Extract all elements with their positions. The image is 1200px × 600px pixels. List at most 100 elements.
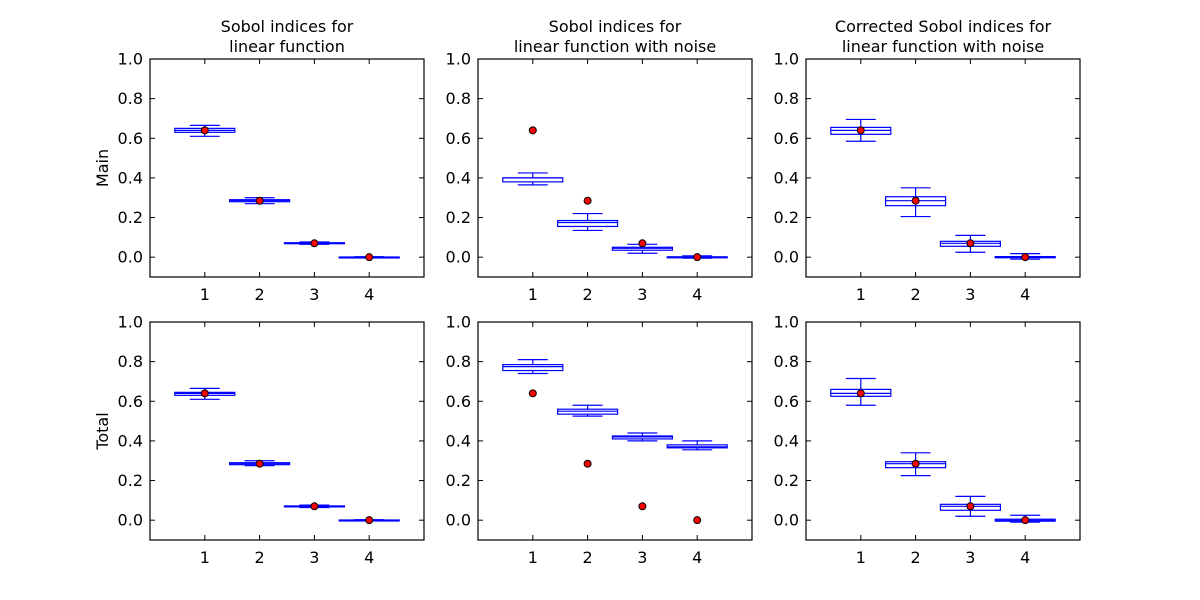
subplot-r1-c0: 0.0 0.2 0.4 0.6 0.8 1.0 1 2 3 4 (118, 313, 425, 567)
y-tick-label: 0.2 (446, 471, 471, 490)
y-tick-label: 1.0 (774, 50, 799, 69)
y-tick-label: 0.2 (774, 208, 799, 227)
subplot-r0-c2: 0.0 0.2 0.4 0.6 0.8 1.0 1 2 3 4 (774, 50, 1081, 304)
x-tick-label: 2 (911, 285, 921, 304)
axes-frame (805, 321, 1081, 541)
x-tick-label: 3 (637, 548, 647, 567)
y-tick-label: 0.8 (446, 89, 471, 108)
y-tick-label: 0.2 (446, 208, 471, 227)
subplot-title: linear function with noise (514, 37, 716, 56)
y-tick-label: 1.0 (118, 50, 143, 69)
x-tick-label: 3 (637, 285, 647, 304)
true-value-point (255, 196, 264, 205)
row-ylabel: Main (93, 149, 112, 187)
x-tick-label: 4 (1020, 548, 1030, 567)
subplot-r1-c1: 0.0 0.2 0.4 0.6 0.8 1.0 1 2 3 4 (446, 313, 753, 567)
y-tick-label: 0.8 (774, 89, 799, 108)
true-value-point (911, 196, 920, 205)
box-3 (611, 432, 674, 442)
y-tick-label: 0.0 (446, 248, 471, 267)
y-tick-label: 1.0 (446, 313, 471, 332)
x-tick-label: 2 (583, 285, 593, 304)
y-tick-label: 0.4 (774, 431, 799, 450)
subplot-r0-c0: 0.0 0.2 0.4 0.6 0.8 1.0 1 2 3 4 (118, 50, 425, 304)
x-tick-label: 3 (965, 285, 975, 304)
true-value-point (583, 459, 592, 468)
true-value-point (693, 253, 702, 262)
true-value-point (1021, 516, 1030, 525)
y-tick-label: 0.2 (118, 471, 143, 490)
subplot-title: Sobol indices for (221, 17, 354, 36)
subplot-title: linear function (229, 37, 345, 56)
y-tick-label: 0.2 (118, 208, 143, 227)
box-1 (502, 172, 564, 186)
iqr-box (502, 364, 564, 372)
box-1 (502, 359, 564, 375)
axes-frame (477, 58, 753, 278)
y-tick-label: 0.8 (118, 89, 143, 108)
row-ylabel: Total (93, 412, 112, 450)
true-value-point (310, 239, 319, 248)
y-tick-label: 0.8 (774, 352, 799, 371)
subplot-r1-c2: 0.0 0.2 0.4 0.6 0.8 1.0 1 2 3 4 (774, 313, 1081, 567)
true-value-point (966, 502, 975, 511)
true-value-point (856, 126, 865, 135)
x-tick-label: 1 (200, 548, 210, 567)
x-tick-label: 1 (528, 285, 538, 304)
y-tick-label: 1.0 (118, 313, 143, 332)
y-tick-label: 0.6 (446, 392, 471, 411)
axes-frame (149, 321, 425, 541)
y-tick-label: 0.4 (446, 431, 471, 450)
y-tick-label: 0.6 (118, 129, 143, 148)
y-tick-label: 0.4 (118, 168, 143, 187)
x-tick-label: 1 (200, 285, 210, 304)
y-tick-label: 0.6 (774, 129, 799, 148)
x-tick-label: 1 (528, 548, 538, 567)
true-value-point (200, 389, 209, 398)
x-tick-label: 2 (255, 548, 265, 567)
true-value-point (1021, 253, 1030, 262)
y-tick-label: 0.0 (774, 248, 799, 267)
axes-frame (805, 58, 1081, 278)
x-tick-label: 4 (692, 285, 702, 304)
x-tick-label: 4 (692, 548, 702, 567)
x-tick-label: 1 (856, 285, 866, 304)
y-tick-label: 0.8 (118, 352, 143, 371)
y-tick-label: 0.0 (118, 248, 143, 267)
x-tick-label: 4 (364, 548, 374, 567)
y-tick-label: 0.6 (774, 392, 799, 411)
x-tick-label: 4 (364, 285, 374, 304)
x-tick-label: 2 (911, 548, 921, 567)
y-tick-label: 0.0 (446, 511, 471, 530)
subplot-title: Sobol indices for (549, 17, 682, 36)
true-value-point (911, 459, 920, 468)
subplot-r0-c1: 0.0 0.2 0.4 0.6 0.8 1.0 1 2 3 4 (446, 50, 753, 304)
box-2 (556, 212, 619, 232)
x-tick-label: 3 (965, 548, 975, 567)
y-tick-label: 0.4 (118, 431, 143, 450)
y-tick-label: 0.4 (446, 168, 471, 187)
axes-frame (477, 321, 753, 541)
box-2 (556, 404, 619, 417)
y-tick-label: 1.0 (774, 313, 799, 332)
x-tick-label: 4 (1020, 285, 1030, 304)
axes-frame (149, 58, 425, 278)
true-value-point (583, 196, 592, 205)
y-tick-label: 0.4 (774, 168, 799, 187)
true-value-point (966, 239, 975, 248)
true-value-point (255, 459, 264, 468)
iqr-box (556, 219, 619, 228)
subplot-title: linear function with noise (842, 37, 1044, 56)
x-tick-label: 2 (255, 285, 265, 304)
true-value-point (365, 516, 374, 525)
y-tick-label: 0.6 (446, 129, 471, 148)
true-value-point (638, 239, 647, 248)
x-tick-label: 2 (583, 548, 593, 567)
true-value-point (693, 516, 702, 525)
y-tick-label: 0.0 (774, 511, 799, 530)
box-4 (666, 440, 728, 451)
x-tick-label: 3 (309, 548, 319, 567)
true-value-point (638, 502, 647, 511)
x-tick-label: 3 (309, 285, 319, 304)
y-tick-label: 0.2 (774, 471, 799, 490)
